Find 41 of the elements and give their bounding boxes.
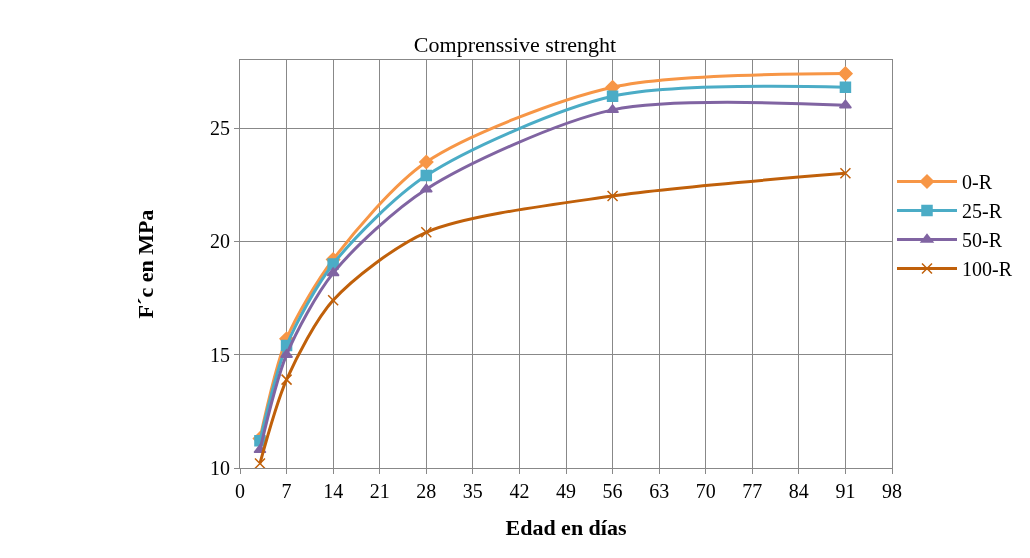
- point: [606, 104, 620, 114]
- x-tick-label: 77: [742, 480, 763, 502]
- x-tick-label: 35: [462, 480, 483, 502]
- point: [280, 348, 294, 358]
- x-tick-label: 70: [695, 480, 716, 502]
- point: [606, 90, 619, 103]
- point: [839, 81, 852, 93]
- point: [326, 267, 340, 277]
- legend-label: 25-R: [962, 200, 1003, 223]
- y-tick-label: 15: [210, 343, 230, 366]
- point: [419, 154, 434, 170]
- x-tick-label: 14: [323, 480, 344, 502]
- y-axis-title: F´c en MPa: [132, 209, 158, 319]
- point: [838, 66, 853, 81]
- point: [420, 169, 433, 182]
- point: [419, 183, 433, 193]
- x-tick-label: 56: [602, 480, 623, 502]
- x-tick-label: 28: [416, 480, 437, 502]
- x-tick-label: 21: [369, 480, 390, 502]
- y-tick-label: 25: [210, 117, 230, 139]
- point: [420, 226, 433, 239]
- x-tick-label: 42: [509, 480, 530, 502]
- point: [606, 190, 619, 202]
- chart-title: Comprenssive strenght: [413, 31, 617, 57]
- point: [280, 373, 293, 386]
- x-tick-label: 63: [649, 480, 670, 502]
- x-tick-label: 49: [556, 480, 576, 502]
- y-tick-label: 10: [210, 457, 230, 479]
- point: [327, 258, 339, 270]
- legend-label: 100-R: [962, 258, 1013, 281]
- x-axis-title: Edad en días: [505, 514, 627, 540]
- point: [838, 99, 852, 109]
- x-tick-label: 84: [788, 480, 809, 502]
- legend-label: 0-R: [962, 171, 993, 194]
- x-tick-label: 91: [835, 480, 856, 502]
- x-tick-label: 0: [235, 480, 245, 502]
- x-tick-label: 7: [281, 480, 292, 502]
- legend-label: 50-R: [962, 229, 1003, 252]
- point: [839, 167, 852, 180]
- y-tick-label: 20: [210, 230, 230, 253]
- x-tick-label: 98: [882, 480, 902, 502]
